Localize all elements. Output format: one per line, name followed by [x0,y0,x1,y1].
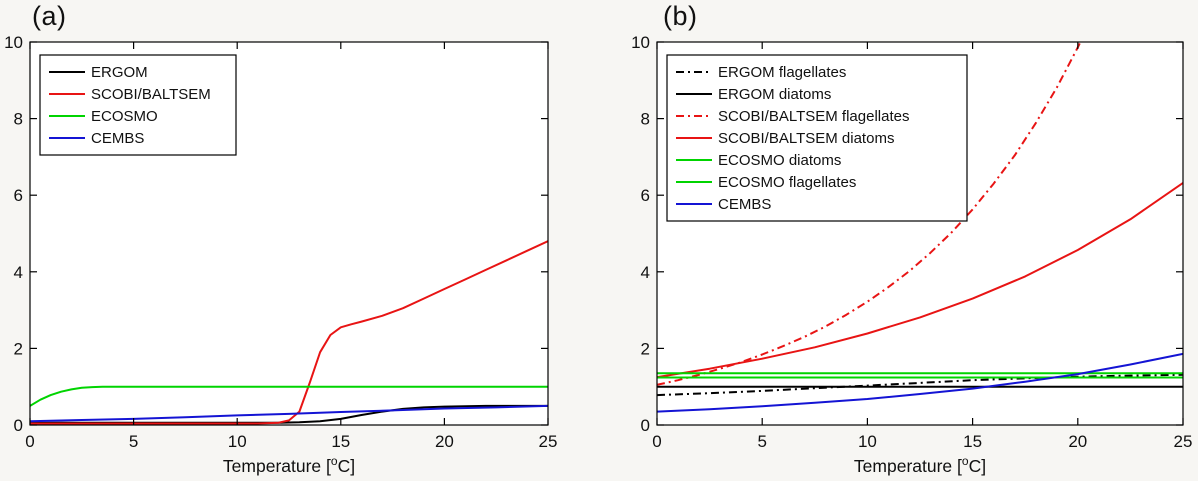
panel-a: (a) 0 5 10 15 20 25 0 2 4 6 8 10 Temperature [oC] ERG… [4,1,558,476]
series-line-scobi-baltsem [30,240,548,425]
x-tick-label: 15 [963,432,982,451]
panel-a-label: (a) [32,1,67,31]
legend-label-scobi-baltsem-flagellates: SCOBI/BALTSEM flagellates [718,108,909,125]
x-axis-label: Temperature [oC] [854,454,986,476]
legend-label-scobi-baltsem-diatoms: SCOBI/BALTSEM diatoms [718,130,894,147]
y-tick-label: 2 [641,339,650,358]
y-tick-label: 8 [14,110,23,129]
series-line-ecosmo [30,385,548,407]
axes-box [29,41,549,426]
x-tick-label: 20 [1068,432,1087,451]
x-tick-label: 10 [228,432,247,451]
x-tick-label: 10 [858,432,877,451]
y-tick-label: 4 [641,263,650,282]
y-tick-label: 6 [641,186,650,205]
x-axis-label: Temperature [oC] [223,454,355,476]
legend-label-ecosmo: ECOSMO [91,108,158,125]
panel-b-chart: 0 5 10 15 20 25 0 2 4 6 8 10 Temperature [oC] ERGOM f… [631,33,1193,476]
legend-label-ergom-diatoms: ERGOM diatoms [718,86,831,103]
y-tick-label: 8 [641,110,650,129]
legend-box [666,54,968,222]
x-tick-label: 5 [757,432,766,451]
y-tick-label: 10 [4,33,23,52]
legend-label-cembs: CEMBS [91,130,144,147]
x-tick-label: 0 [25,432,34,451]
panel-b-label: (b) [663,1,698,31]
panel-a-chart: 0 5 10 15 20 25 0 2 4 6 8 10 Temperature [oC] ERGOM SC… [4,33,558,476]
series-line-scobi-baltsem-diatoms [657,182,1183,379]
legend-label-ecosmo-flagellates: ECOSMO flagellates [718,174,856,191]
y-tick-label: 0 [641,416,650,435]
legend-label-cembs: CEMBS [718,196,771,213]
y-tick-label: 6 [14,186,23,205]
panel-b: (b) 0 5 10 15 20 25 0 2 4 6 8 10 Temperature [oC] ERG… [599,0,1198,481]
x-tick-label: 25 [1174,432,1193,451]
y-tick-label: 0 [14,416,23,435]
series-group [657,41,1183,413]
y-tick-label: 10 [631,33,650,52]
y-tick-label: 2 [14,339,23,358]
x-tick-label: 20 [435,432,454,451]
series-line-cembs [30,404,548,423]
x-tick-label: 25 [539,432,558,451]
series-line-ergom-flagellates [657,373,1183,397]
legend-label-ergom-flagellates: ERGOM flagellates [718,64,846,81]
legend-label-ecosmo-diatoms: ECOSMO diatoms [718,152,841,169]
x-tick-label: 15 [331,432,350,451]
legend-label-scobi-baltsem: SCOBI/BALTSEM [91,86,211,103]
axes-box [656,41,1184,426]
series-line-cembs [657,352,1183,413]
x-tick-label: 0 [652,432,661,451]
legend-label-ergom: ERGOM [91,64,148,81]
y-tick-label: 4 [14,263,23,282]
series-group [30,240,548,425]
x-tick-label: 5 [129,432,138,451]
